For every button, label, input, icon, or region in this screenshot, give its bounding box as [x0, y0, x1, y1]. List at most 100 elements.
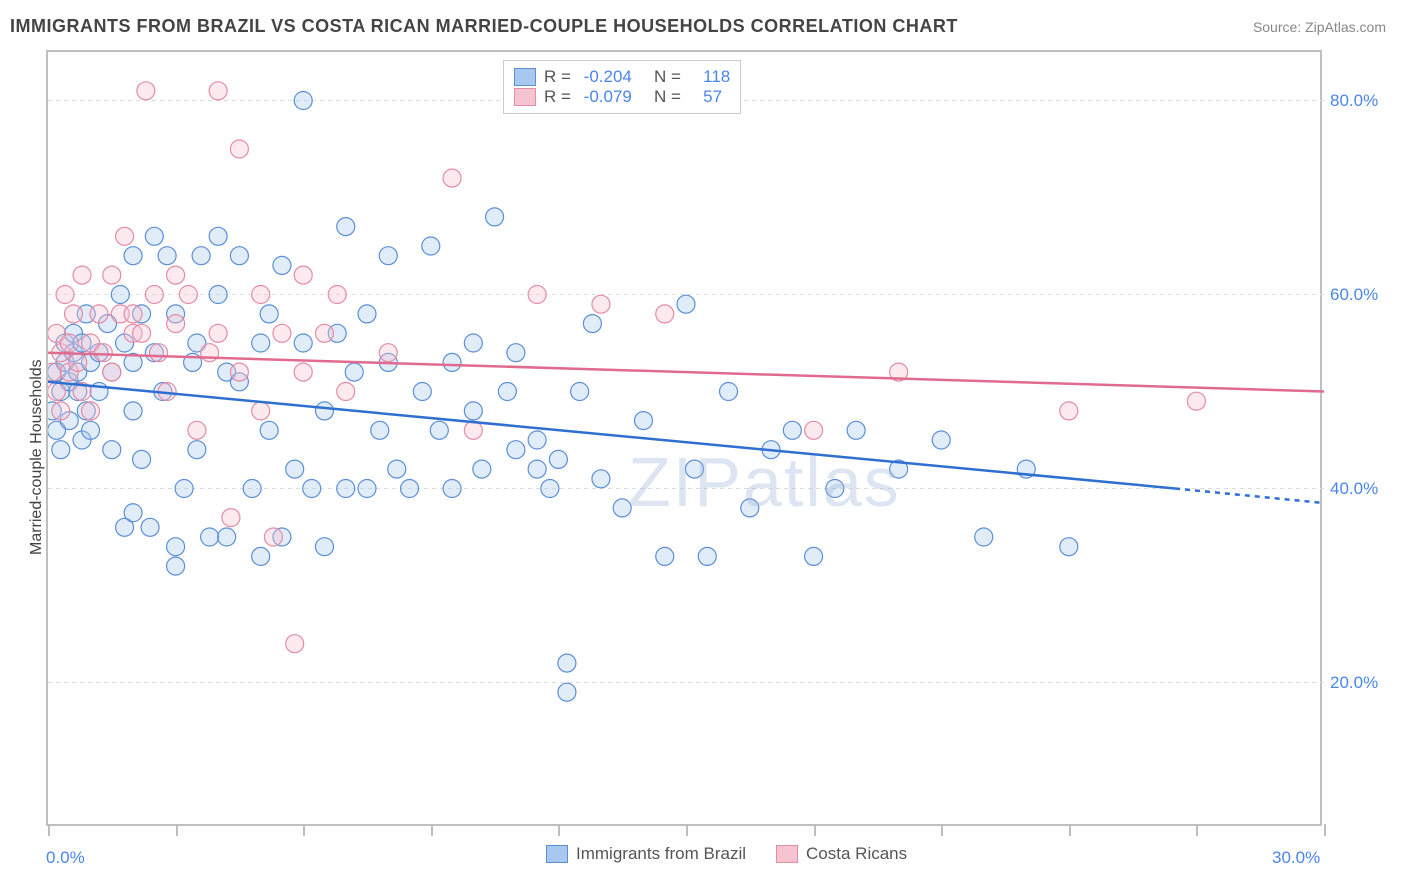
- data-point-brazil: [401, 480, 419, 498]
- data-point-brazil: [473, 460, 491, 478]
- legend-n-value-costa_rican: 57: [694, 87, 722, 107]
- data-point-brazil: [252, 547, 270, 565]
- x-tick-label: 30.0%: [1272, 848, 1320, 868]
- data-point-costa_rican: [137, 82, 155, 100]
- data-point-costa_rican: [82, 402, 100, 420]
- x-minor-tick: [1196, 824, 1198, 836]
- title-row: IMMIGRANTS FROM BRAZIL VS COSTA RICAN MA…: [10, 16, 1386, 37]
- data-point-costa_rican: [286, 635, 304, 653]
- x-minor-tick: [431, 824, 433, 836]
- data-point-brazil: [252, 334, 270, 352]
- legend-r-value-costa_rican: -0.079: [584, 87, 632, 107]
- legend-swatch-costa_rican: [514, 88, 536, 106]
- chart-source: Source: ZipAtlas.com: [1253, 19, 1386, 35]
- data-point-brazil: [677, 295, 695, 313]
- data-point-costa_rican: [1187, 392, 1205, 410]
- source-name: ZipAtlas.com: [1305, 19, 1386, 35]
- legend-swatch-brazil: [514, 68, 536, 86]
- data-point-costa_rican: [209, 82, 227, 100]
- data-point-brazil: [124, 402, 142, 420]
- x-minor-tick: [1324, 824, 1326, 836]
- data-point-brazil: [443, 480, 461, 498]
- data-point-brazil: [167, 557, 185, 575]
- data-point-costa_rican: [124, 305, 142, 323]
- data-point-costa_rican: [73, 266, 91, 284]
- data-point-brazil: [294, 334, 312, 352]
- legend-r-label: R =: [544, 67, 576, 87]
- data-point-brazil: [558, 683, 576, 701]
- data-point-costa_rican: [464, 421, 482, 439]
- data-point-brazil: [541, 480, 559, 498]
- data-point-brazil: [188, 441, 206, 459]
- data-point-brazil: [583, 315, 601, 333]
- data-point-brazil: [592, 470, 610, 488]
- data-point-brazil: [167, 538, 185, 556]
- data-point-brazil: [507, 344, 525, 362]
- series-swatch-brazil: [546, 845, 568, 863]
- data-point-costa_rican: [337, 383, 355, 401]
- x-minor-tick: [303, 824, 305, 836]
- data-point-brazil: [175, 480, 193, 498]
- scatter-svg: [48, 52, 1324, 828]
- data-point-brazil: [498, 383, 516, 401]
- data-point-brazil: [549, 450, 567, 468]
- data-point-costa_rican: [48, 383, 66, 401]
- data-point-brazil: [358, 305, 376, 323]
- legend-row-costa_rican: R = -0.079 N = 57: [514, 87, 730, 107]
- data-point-brazil: [303, 480, 321, 498]
- data-point-brazil: [124, 247, 142, 265]
- data-point-costa_rican: [188, 421, 206, 439]
- chart-plot-area: ZIPatlas R = -0.204 N = 118R = -0.079 N …: [46, 50, 1322, 826]
- data-point-costa_rican: [60, 334, 78, 352]
- data-point-costa_rican: [94, 344, 112, 362]
- legend-r-value-brazil: -0.204: [584, 67, 632, 87]
- data-point-costa_rican: [294, 266, 312, 284]
- data-point-brazil: [294, 92, 312, 110]
- data-point-brazil: [192, 247, 210, 265]
- data-point-brazil: [528, 431, 546, 449]
- chart-title: IMMIGRANTS FROM BRAZIL VS COSTA RICAN MA…: [10, 16, 958, 37]
- data-point-brazil: [209, 286, 227, 304]
- data-point-brazil: [158, 247, 176, 265]
- data-point-brazil: [315, 538, 333, 556]
- data-point-costa_rican: [179, 286, 197, 304]
- y-axis-label: Married-couple Households: [28, 359, 46, 555]
- data-point-costa_rican: [222, 509, 240, 527]
- data-point-brazil: [826, 480, 844, 498]
- data-point-costa_rican: [252, 286, 270, 304]
- x-minor-tick: [941, 824, 943, 836]
- data-point-brazil: [379, 247, 397, 265]
- data-point-costa_rican: [443, 169, 461, 187]
- data-point-brazil: [371, 421, 389, 439]
- data-point-brazil: [413, 383, 431, 401]
- data-point-costa_rican: [167, 266, 185, 284]
- data-point-brazil: [141, 518, 159, 536]
- data-point-costa_rican: [116, 227, 134, 245]
- data-point-brazil: [124, 504, 142, 522]
- data-point-brazil: [464, 402, 482, 420]
- legend-r-label: R =: [544, 87, 576, 107]
- data-point-brazil: [209, 227, 227, 245]
- data-point-costa_rican: [264, 528, 282, 546]
- data-point-brazil: [975, 528, 993, 546]
- data-point-costa_rican: [69, 353, 87, 371]
- x-minor-tick: [48, 824, 50, 836]
- y-tick-label: 40.0%: [1330, 479, 1390, 499]
- data-point-costa_rican: [167, 315, 185, 333]
- data-point-brazil: [52, 441, 70, 459]
- x-minor-tick: [1069, 824, 1071, 836]
- data-point-brazil: [260, 305, 278, 323]
- data-point-costa_rican: [145, 286, 163, 304]
- data-point-costa_rican: [230, 363, 248, 381]
- data-point-brazil: [145, 227, 163, 245]
- data-point-costa_rican: [592, 295, 610, 313]
- x-minor-tick: [558, 824, 560, 836]
- x-tick-label: 0.0%: [46, 848, 85, 868]
- data-point-brazil: [741, 499, 759, 517]
- correlation-legend: R = -0.204 N = 118R = -0.079 N = 57: [503, 60, 741, 114]
- data-point-brazil: [634, 412, 652, 430]
- data-point-brazil: [337, 480, 355, 498]
- data-point-brazil: [218, 528, 236, 546]
- data-point-costa_rican: [273, 324, 291, 342]
- series-legend-item-brazil: Immigrants from Brazil: [546, 844, 746, 864]
